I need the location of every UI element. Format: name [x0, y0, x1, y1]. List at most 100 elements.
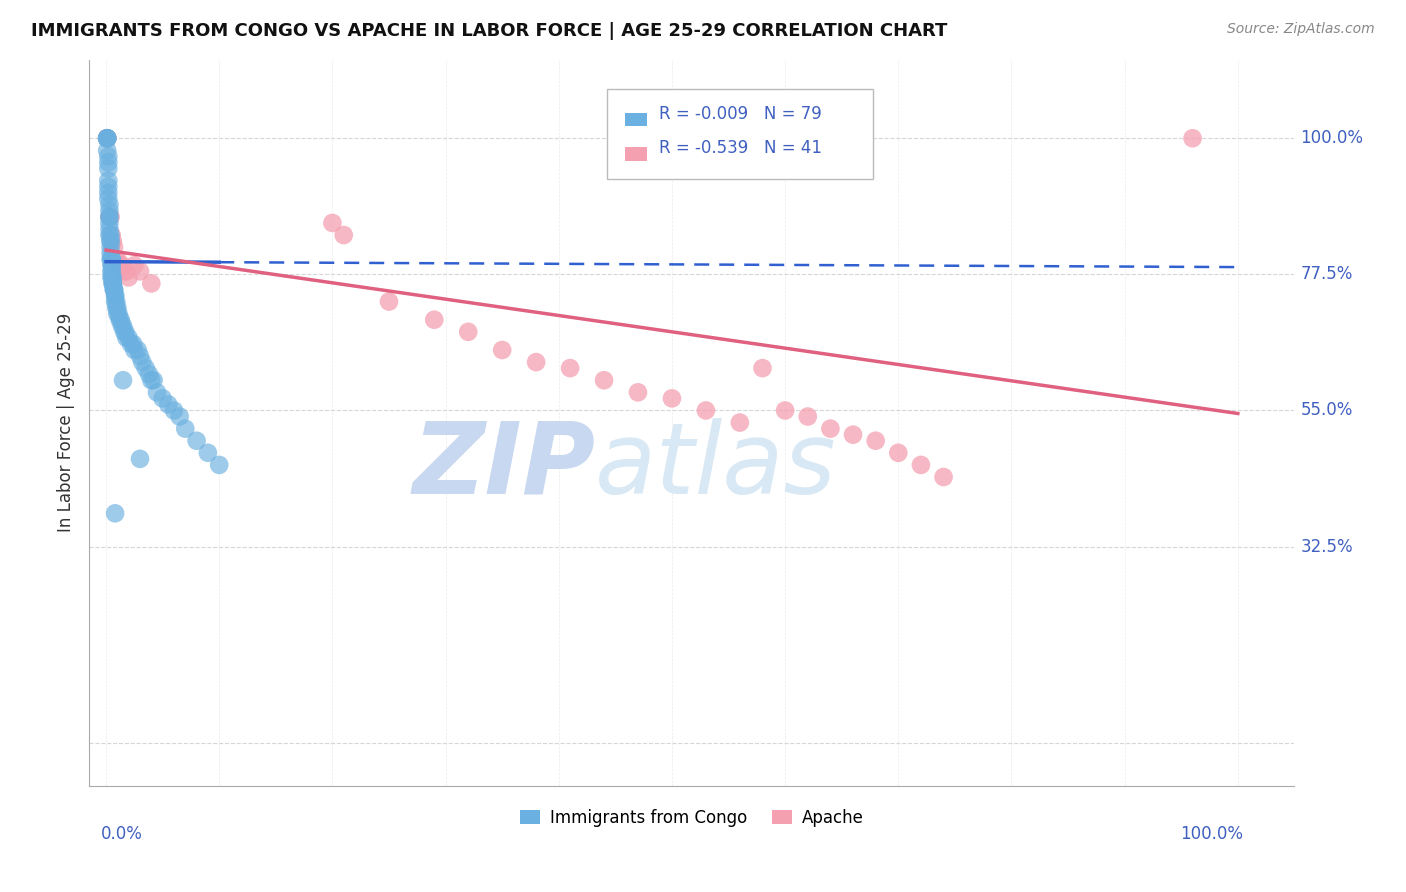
Point [104, 288, 127, 302]
Text: 77.5%: 77.5% [1301, 265, 1353, 284]
Point [820, 422, 842, 436]
Point [100, 246, 122, 260]
Point [524, 355, 547, 369]
Point [103, 283, 125, 297]
Point [103, 283, 125, 297]
Point [97, 179, 120, 194]
Text: 100.0%: 100.0% [1301, 129, 1364, 147]
Point [96, 131, 118, 145]
Point [174, 422, 197, 436]
Text: Source: ZipAtlas.com: Source: ZipAtlas.com [1227, 22, 1375, 37]
Point [842, 427, 865, 442]
Point [96, 131, 118, 145]
Point [115, 264, 138, 278]
Point [129, 264, 152, 278]
Point [887, 446, 910, 460]
Point [797, 409, 820, 424]
Point [108, 312, 131, 326]
Point [97, 186, 120, 200]
Point [100, 227, 122, 242]
Point [100, 210, 122, 224]
Point [120, 337, 142, 351]
FancyBboxPatch shape [626, 147, 647, 161]
Point [186, 434, 208, 448]
Point [100, 270, 122, 285]
Point [152, 392, 174, 406]
Point [558, 361, 581, 376]
Point [98, 222, 121, 236]
Point [111, 318, 134, 333]
Text: atlas: atlas [595, 417, 837, 515]
Y-axis label: In Labor Force | Age 25-29: In Labor Force | Age 25-29 [58, 313, 75, 533]
Point [98, 203, 121, 218]
Point [97, 192, 120, 206]
Point [661, 392, 683, 406]
Point [131, 355, 153, 369]
Point [115, 331, 138, 345]
Point [118, 331, 141, 345]
Point [157, 397, 180, 411]
Point [97, 173, 120, 187]
FancyBboxPatch shape [607, 88, 873, 179]
Point [101, 234, 124, 248]
Point [105, 252, 128, 267]
Point [96, 131, 118, 145]
Point [104, 252, 127, 267]
Point [101, 270, 124, 285]
Point [105, 301, 128, 315]
Point [105, 294, 128, 309]
Point [118, 270, 141, 285]
Point [111, 258, 134, 272]
Point [111, 318, 134, 333]
Point [910, 458, 932, 472]
Point [112, 264, 135, 278]
Point [104, 294, 127, 309]
Point [1181, 131, 1204, 145]
Point [627, 385, 650, 400]
Point [100, 252, 122, 267]
Point [378, 294, 401, 309]
Point [98, 198, 121, 212]
Point [146, 385, 169, 400]
Point [932, 470, 955, 484]
Legend: Immigrants from Congo, Apache: Immigrants from Congo, Apache [515, 804, 869, 831]
Point [127, 343, 149, 357]
Point [96, 131, 118, 145]
Point [129, 349, 152, 363]
Point [96, 131, 118, 145]
Point [728, 416, 751, 430]
Point [100, 270, 122, 285]
Point [98, 210, 121, 224]
Point [101, 277, 124, 291]
Point [124, 258, 146, 272]
Point [104, 288, 127, 302]
Point [98, 227, 121, 242]
Point [101, 277, 124, 291]
Point [100, 258, 122, 272]
Text: ZIP: ZIP [412, 417, 595, 515]
Point [163, 403, 186, 417]
Point [98, 210, 121, 224]
Text: 55.0%: 55.0% [1301, 401, 1353, 419]
Point [332, 227, 354, 242]
Point [457, 325, 479, 339]
FancyBboxPatch shape [626, 113, 647, 127]
Point [114, 325, 136, 339]
Point [423, 312, 446, 326]
Point [773, 403, 796, 417]
Point [103, 240, 125, 254]
Point [105, 301, 128, 315]
Point [135, 361, 157, 376]
Point [100, 234, 122, 248]
Point [751, 361, 773, 376]
Point [141, 373, 163, 387]
Point [122, 337, 145, 351]
Point [104, 506, 127, 520]
Point [138, 367, 160, 381]
Point [100, 227, 122, 242]
Point [96, 131, 118, 145]
Point [100, 258, 122, 272]
Point [197, 446, 219, 460]
Point [100, 252, 122, 267]
Point [100, 264, 122, 278]
